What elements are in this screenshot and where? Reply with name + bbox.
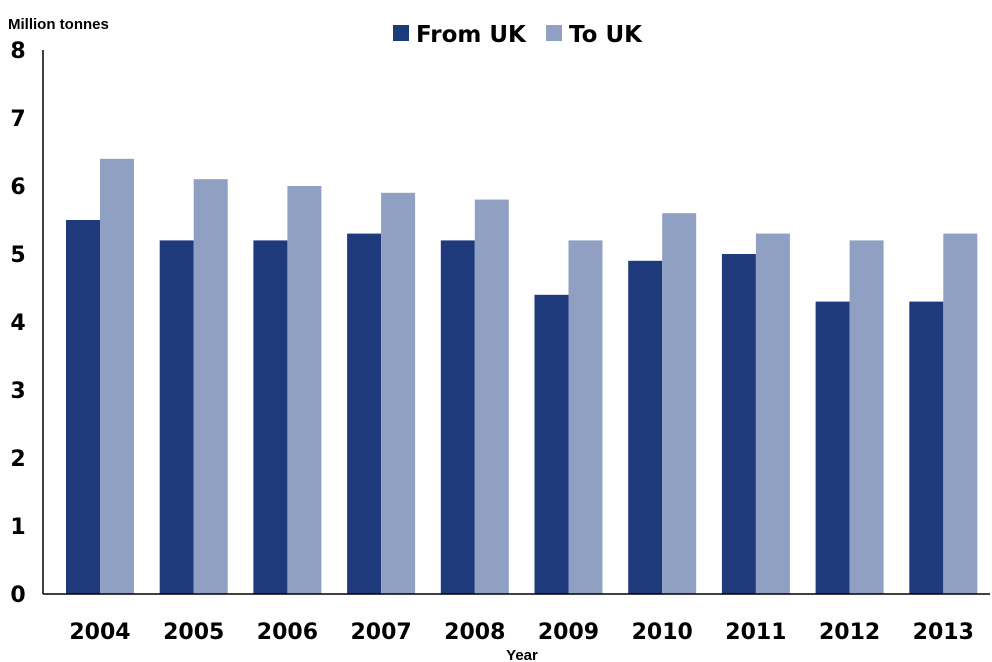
bar-to-uk-2007 xyxy=(381,192,416,595)
legend-swatch-to-uk xyxy=(546,25,562,41)
y-tick-label: 5 xyxy=(10,243,25,268)
x-tick-label: 2005 xyxy=(163,620,224,645)
bar-to-uk-2010 xyxy=(662,213,697,594)
x-axis-ticks: 2004 2005 2006 2007 2008 2009 2010 2011 2012 2013 xyxy=(69,620,974,645)
x-tick-label: 2009 xyxy=(538,620,599,645)
y-tick-label: 7 xyxy=(10,107,25,132)
y-tick-label: 1 xyxy=(10,515,25,540)
y-axis-ticks: 0 1 2 3 4 5 6 7 8 xyxy=(10,39,25,608)
bar-from-uk-2004 xyxy=(66,220,100,594)
bar-to-uk-2009 xyxy=(568,240,603,594)
legend: From UK To UK xyxy=(393,22,643,48)
legend-label-to-uk: To UK xyxy=(569,22,643,48)
bar-from-uk-2009 xyxy=(534,294,569,594)
bar-from-uk-2012 xyxy=(815,301,850,594)
y-tick-label: 0 xyxy=(10,583,25,608)
y-tick-label: 2 xyxy=(10,447,25,472)
bar-to-uk-2012 xyxy=(849,240,884,594)
x-tick-label: 2007 xyxy=(350,620,411,645)
x-tick-label: 2010 xyxy=(632,620,693,645)
x-tick-label: 2004 xyxy=(69,620,130,645)
legend-swatch-from-uk xyxy=(393,25,409,41)
y-tick-label: 8 xyxy=(10,39,25,64)
bar-from-uk-2010 xyxy=(628,260,663,594)
bars xyxy=(66,158,978,595)
bar-to-uk-2005 xyxy=(193,179,228,594)
x-tick-label: 2013 xyxy=(913,620,974,645)
bar-to-uk-2008 xyxy=(474,199,509,594)
x-tick-label: 2006 xyxy=(257,620,318,645)
y-tick-label: 3 xyxy=(10,379,25,404)
y-tick-label: 6 xyxy=(10,175,25,200)
bar-from-uk-2013 xyxy=(909,301,944,594)
x-tick-label: 2008 xyxy=(444,620,505,645)
y-tick-label: 4 xyxy=(10,311,25,336)
bar-to-uk-2004 xyxy=(100,158,134,595)
bar-to-uk-2013 xyxy=(943,233,978,594)
bar-to-uk-2011 xyxy=(755,233,790,594)
y-axis-label: Million tonnes xyxy=(8,16,109,33)
bar-from-uk-2007 xyxy=(347,233,382,594)
legend-label-from-uk: From UK xyxy=(416,22,527,48)
x-axis-label: Year xyxy=(506,647,538,662)
bar-from-uk-2006 xyxy=(253,240,288,594)
x-tick-label: 2012 xyxy=(819,620,880,645)
x-tick-label: 2011 xyxy=(725,620,786,645)
bar-to-uk-2006 xyxy=(287,186,322,594)
bar-from-uk-2005 xyxy=(159,240,194,594)
bar-from-uk-2011 xyxy=(721,254,756,594)
bar-from-uk-2008 xyxy=(440,240,475,594)
